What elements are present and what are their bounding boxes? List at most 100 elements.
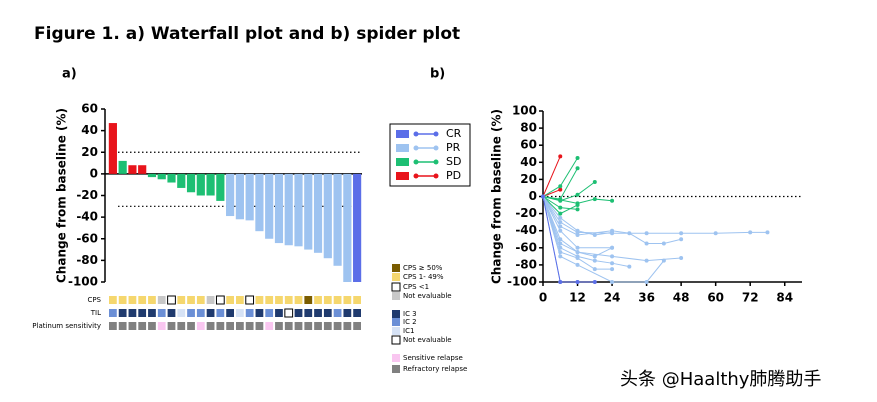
y-tick-label: 0 xyxy=(529,189,537,203)
legend-box xyxy=(389,123,471,187)
track-cell xyxy=(265,322,274,330)
track-cell xyxy=(304,309,313,317)
y-tick-label: -20 xyxy=(76,188,98,202)
data-point xyxy=(679,256,684,261)
track-cell xyxy=(206,296,215,304)
data-point xyxy=(644,241,649,246)
track-cell xyxy=(196,322,205,330)
bar xyxy=(128,165,137,174)
legend-swatch xyxy=(392,273,400,281)
data-point xyxy=(644,231,649,236)
data-point xyxy=(558,211,563,216)
track-cell xyxy=(226,296,234,304)
track-cell xyxy=(148,322,156,330)
track-cell xyxy=(304,296,313,304)
track-cell xyxy=(265,309,274,317)
legend-swatch xyxy=(392,310,400,318)
track-cell xyxy=(245,322,254,330)
track-cell xyxy=(275,296,283,304)
data-point xyxy=(558,215,563,220)
data-point xyxy=(644,258,649,263)
bar xyxy=(157,173,166,180)
track-cell xyxy=(343,322,352,330)
data-point xyxy=(627,231,632,236)
y-tick-label: 20 xyxy=(520,172,537,186)
panel-label: b) xyxy=(430,67,445,82)
y-tick-label: 100 xyxy=(512,104,537,118)
bar xyxy=(353,173,362,282)
data-point xyxy=(575,262,580,267)
track-cell xyxy=(215,295,225,305)
bar xyxy=(255,173,264,232)
y-tick-label: 0 xyxy=(90,166,98,180)
track-cell xyxy=(323,309,332,317)
track-cell xyxy=(255,309,264,317)
legend-label: CPS <1 xyxy=(403,283,429,291)
bar xyxy=(304,173,313,250)
track-cell xyxy=(187,309,195,317)
track-cell xyxy=(148,296,156,304)
legend-swatch xyxy=(392,318,400,326)
data-point xyxy=(558,154,563,159)
track-cell xyxy=(157,322,166,330)
data-point xyxy=(592,267,597,272)
data-point xyxy=(748,230,753,235)
legend-label: PR xyxy=(446,141,461,154)
track-cell xyxy=(284,308,294,318)
track-cell xyxy=(118,309,127,317)
bar xyxy=(226,173,235,217)
panel-label: a) xyxy=(62,67,77,82)
y-tick-label: -20 xyxy=(515,206,537,220)
track-cell xyxy=(196,296,205,304)
track-cell xyxy=(265,296,274,304)
x-tick-label: 84 xyxy=(776,291,793,305)
track-cell xyxy=(294,309,303,317)
track-cell xyxy=(236,322,244,330)
track-cell xyxy=(109,309,117,317)
data-point xyxy=(575,192,580,197)
data-point xyxy=(558,220,563,225)
data-point xyxy=(610,254,615,259)
track-cell xyxy=(353,322,361,330)
data-point xyxy=(558,280,563,284)
y-tick-label: -60 xyxy=(76,231,98,245)
data-point xyxy=(592,280,597,284)
data-point xyxy=(558,187,563,192)
legend-label: Not evaluable xyxy=(403,336,452,344)
data-point xyxy=(575,232,580,237)
y-axis-label: Change from baseline (%) xyxy=(490,109,504,284)
legend-dot xyxy=(413,131,419,137)
y-tick-label: -80 xyxy=(76,253,98,267)
bar xyxy=(108,123,117,174)
track-cell xyxy=(294,322,303,330)
track-cell xyxy=(206,309,215,317)
track-cell xyxy=(236,296,244,304)
track-cell xyxy=(333,322,342,330)
bar xyxy=(186,173,196,193)
bar xyxy=(323,173,332,259)
track-cell xyxy=(314,296,322,304)
x-tick-label: 60 xyxy=(707,291,724,305)
data-point xyxy=(575,256,580,261)
bar xyxy=(167,173,176,183)
track-cell xyxy=(353,296,361,304)
track-cell xyxy=(343,309,352,317)
y-tick-label: -80 xyxy=(515,257,537,271)
legend-swatch xyxy=(391,335,401,345)
series-line xyxy=(542,196,682,262)
x-tick-label: 72 xyxy=(742,291,759,305)
track-label: TIL xyxy=(90,309,101,317)
data-point xyxy=(592,179,597,184)
figure-title: Figure 1. a) Waterfall plot and b) spide… xyxy=(34,24,460,44)
track-cell xyxy=(177,322,186,330)
track-cell xyxy=(167,322,176,330)
track-cell xyxy=(118,322,127,330)
data-point xyxy=(575,166,580,171)
y-tick-label: 40 xyxy=(520,155,537,169)
series-line xyxy=(542,196,613,249)
bar xyxy=(216,173,225,201)
legend-dot xyxy=(433,173,439,179)
bar xyxy=(343,173,352,282)
track-cell xyxy=(333,296,342,304)
data-point xyxy=(575,245,580,250)
